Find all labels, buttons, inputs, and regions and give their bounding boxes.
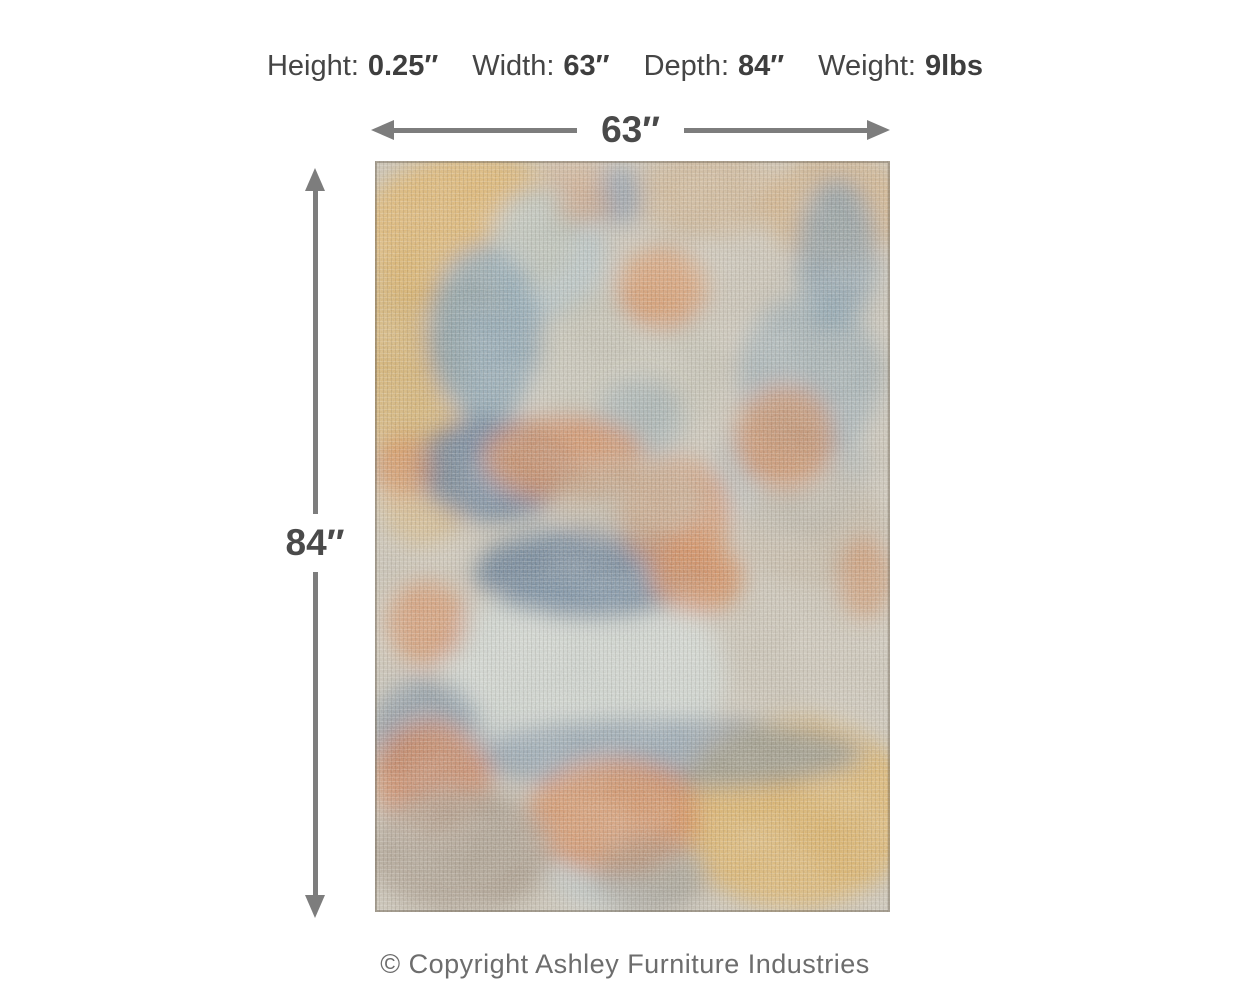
arrowhead-down-icon (305, 895, 325, 918)
spec-weight-value: 9lbs (924, 50, 983, 82)
height-arrow-line-bottom (312, 572, 318, 895)
copyright-text: © Copyright Ashley Furniture Industries (380, 949, 870, 979)
rug-graphic (375, 161, 890, 912)
arrowhead-left-icon (371, 120, 394, 140)
spec-depth-label: Depth: (643, 50, 730, 82)
height-dimension-label: 84″ (285, 522, 345, 563)
spec-weight-label: Weight: (818, 50, 916, 82)
width-arrow-line-right (683, 127, 868, 133)
height-dimension-arrow: 84″ (283, 168, 347, 918)
spec-height: Height: 0.25″ (267, 50, 438, 83)
width-arrow-line-left (394, 127, 578, 133)
spec-height-label: Height: (266, 50, 359, 82)
height-arrow-line-top (312, 191, 318, 514)
spec-depth: Depth: 84″ (644, 50, 785, 83)
width-dimension-label: 63″ (601, 109, 660, 150)
rug-product-image (375, 161, 890, 912)
spec-width-value: 63″ (563, 50, 610, 82)
width-dimension-arrow: 63″ (371, 109, 891, 150)
arrowhead-up-icon (305, 168, 325, 191)
spec-height-value: 0.25″ (367, 50, 439, 82)
spec-weight: Weight: 9lbs (818, 50, 983, 83)
spec-depth-value: 84″ (738, 50, 785, 82)
spec-width: Width: 63″ (472, 50, 609, 83)
arrowhead-right-icon (867, 120, 891, 140)
spec-width-label: Width: (472, 50, 555, 82)
product-specs-header: Height: 0.25″ Width: 63″ Depth: 84″ Weig… (0, 50, 1250, 83)
